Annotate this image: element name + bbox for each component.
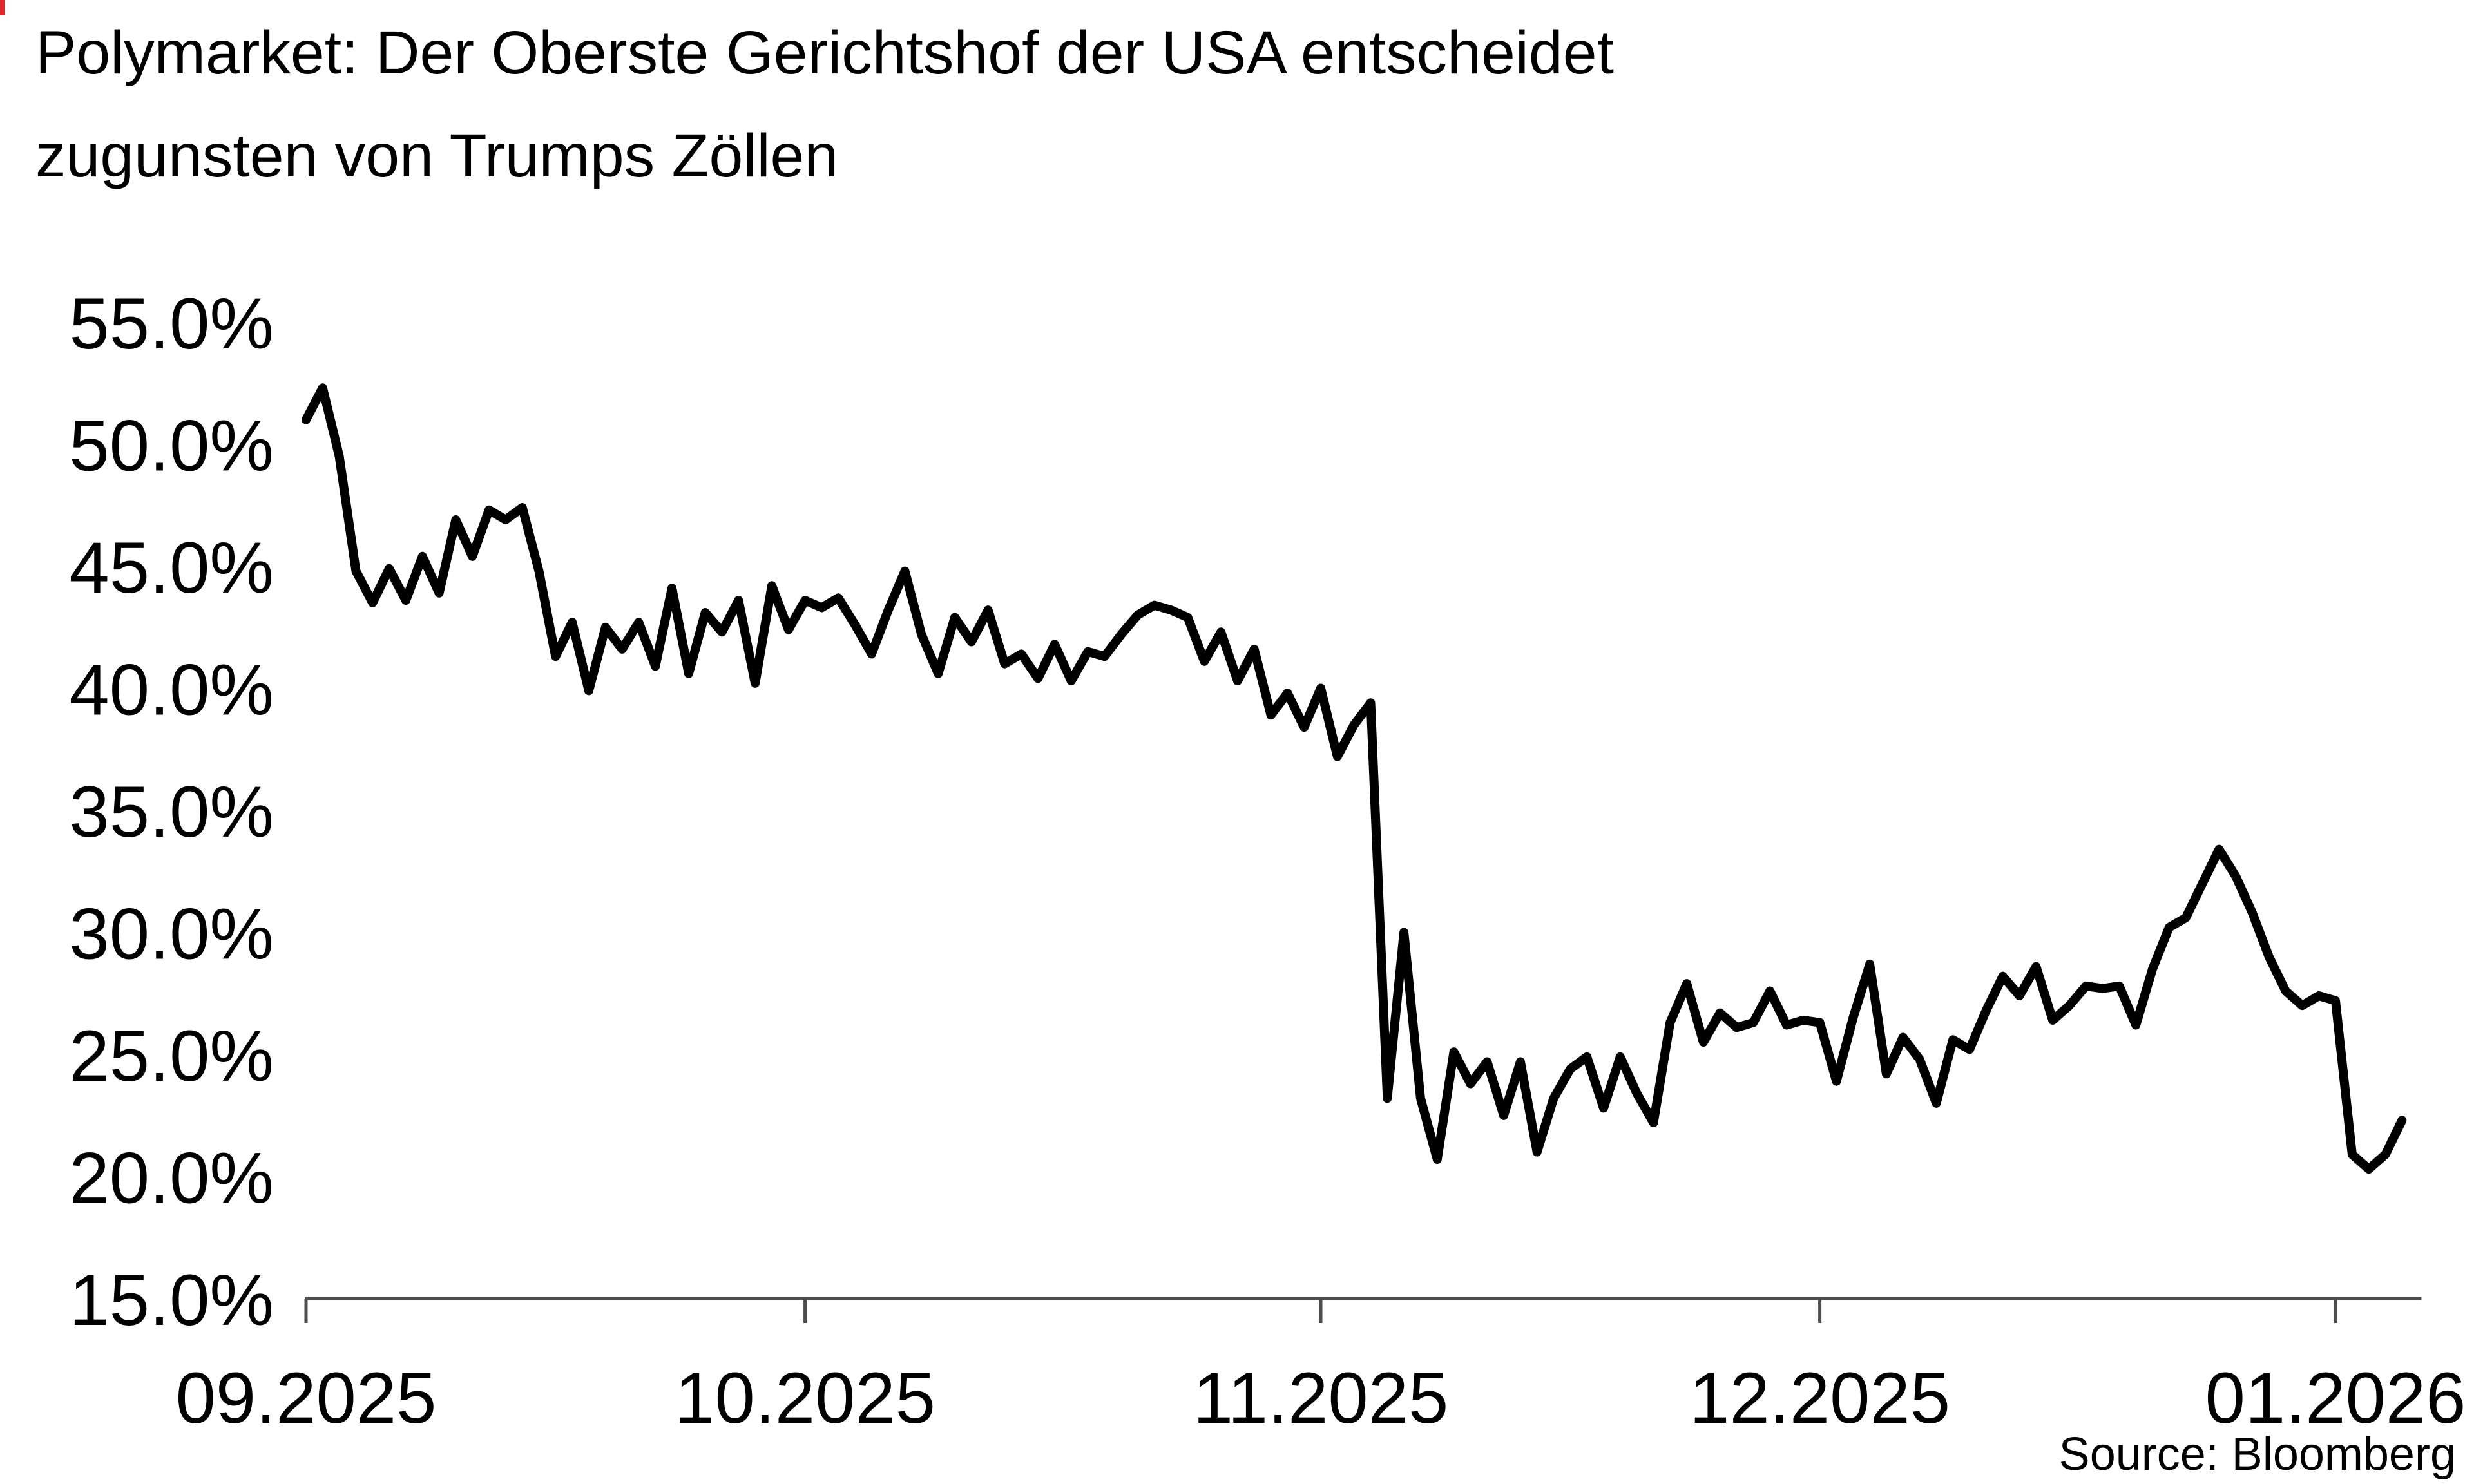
x-axis-label: 11.2025: [1193, 1358, 1449, 1438]
y-axis-label: 35.0%: [69, 772, 274, 852]
y-axis-label: 25.0%: [69, 1016, 274, 1096]
source-credit: Source: Bloomberg: [2059, 1429, 2456, 1480]
y-axis-label: 20.0%: [69, 1138, 274, 1219]
corner-artifact: [0, 0, 5, 15]
y-axis-label: 50.0%: [69, 406, 274, 486]
x-axis-label: 12.2025: [1689, 1358, 1950, 1438]
chart-title-line2: zugunsten von Trumps Zöllen: [35, 122, 838, 190]
series-line: [302, 383, 2407, 1174]
y-axis-label: 40.0%: [69, 650, 274, 730]
y-axis: 55.0% 50.0% 45.0% 40.0% 35.0% 30.0% 25.0% 20.0%…: [69, 283, 274, 1340]
y-axis-label: 15.0%: [69, 1260, 274, 1340]
x-axis: 09.2025 10.2025 11.2025 12.2025 01.2026: [176, 1297, 2466, 1438]
y-axis-label: 30.0%: [69, 894, 274, 975]
x-axis-label: 09.2025: [176, 1358, 437, 1438]
x-axis-label: 01.2026: [2205, 1358, 2466, 1438]
y-axis-label: 55.0%: [69, 283, 274, 364]
chart-title-line1: Polymarket: Der Oberste Gerichtshof der …: [35, 19, 1614, 87]
x-axis-label: 10.2025: [675, 1358, 935, 1438]
y-axis-label: 45.0%: [69, 528, 274, 608]
